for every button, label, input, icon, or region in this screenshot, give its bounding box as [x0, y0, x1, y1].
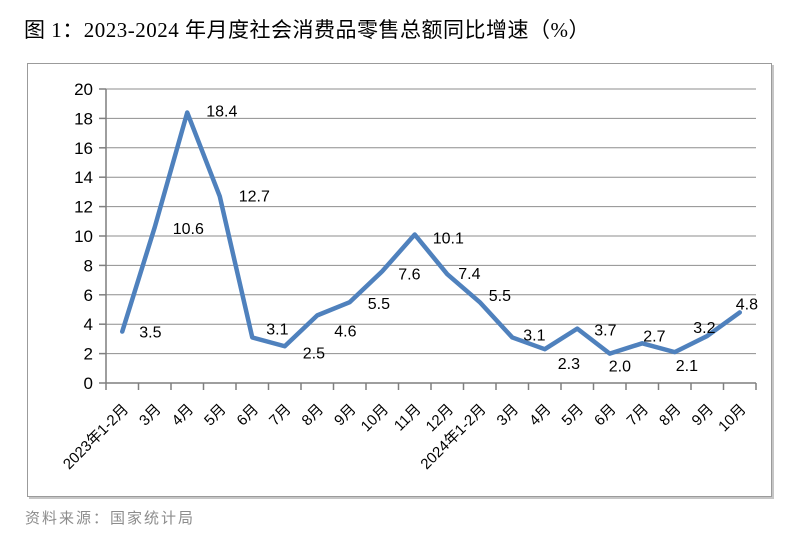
- data-point-label: 3.7: [594, 323, 616, 340]
- data-point-label: 3.5: [139, 325, 161, 342]
- data-point-label: 7.4: [458, 266, 480, 283]
- data-point-label: 10.6: [173, 221, 204, 238]
- y-axis-tick-label: 4: [84, 315, 93, 334]
- y-axis-tick-label: 16: [74, 139, 93, 158]
- data-point-label: 10.1: [433, 231, 464, 248]
- y-axis-tick-label: 2: [84, 345, 93, 364]
- chart-frame: 0 2 4 6 8 10 12 14 16 18 20 2023年1-2月 3月 4月 5月 6月 7月 8月 9月…: [27, 63, 772, 497]
- data-point-label: 4.8: [736, 296, 758, 313]
- y-axis-tick-label: 18: [74, 109, 93, 128]
- x-axis-tick-label: 4月: [169, 401, 198, 430]
- data-point-label: 4.6: [334, 323, 356, 340]
- x-axis-tick-label: 11月: [391, 401, 425, 435]
- y-axis-tick-label: 14: [74, 168, 93, 187]
- y-axis-tick-label: 6: [84, 286, 93, 305]
- data-point-label: 3.2: [693, 320, 715, 337]
- data-point-label: 2.5: [303, 345, 325, 362]
- x-axis-tick-label: 7月: [266, 401, 295, 430]
- x-axis-tick-label: 7月: [624, 401, 653, 430]
- x-axis-tick-label: 9月: [689, 401, 718, 430]
- y-axis-tick-label: 20: [74, 80, 93, 99]
- data-point-label: 3.1: [523, 327, 545, 344]
- x-axis-tick-label: 8月: [299, 401, 328, 430]
- source-note: 资料来源：国家统计局: [25, 511, 196, 527]
- y-axis-tick-label: 10: [74, 227, 93, 246]
- y-axis-tick-label: 0: [84, 374, 93, 393]
- data-point-label: 12.7: [239, 188, 270, 205]
- x-axis-tick-label: 3月: [136, 401, 165, 430]
- x-axis-tick-label: 10月: [358, 401, 392, 435]
- data-point-label: 5.5: [368, 296, 390, 313]
- x-axis-tick-label: 8月: [656, 401, 685, 430]
- data-point-label: 2.0: [609, 359, 631, 376]
- data-point-label: 2.7: [643, 328, 665, 345]
- x-axis-tick-label: 3月: [494, 401, 523, 430]
- x-axis-tick-label: 5月: [559, 401, 588, 430]
- y-axis-tick-label: 8: [84, 256, 93, 275]
- x-axis-tick-label: 10月: [715, 401, 749, 435]
- data-point-label: 7.6: [398, 266, 420, 283]
- x-axis-tick-label: 6月: [234, 401, 263, 430]
- y-axis-tick-label: 12: [74, 198, 93, 217]
- data-point-label: 5.5: [489, 288, 511, 305]
- x-axis-tick-label: 6月: [591, 401, 620, 430]
- data-point-label: 18.4: [206, 104, 237, 121]
- data-line: [120, 110, 742, 356]
- x-axis-tick-label: 2023年1-2月: [60, 401, 132, 473]
- data-point-label: 2.1: [676, 358, 698, 375]
- figure-title: 图 1：2023-2024 年月度社会消费品零售总额同比增速（%）: [24, 18, 590, 42]
- x-axis-tick-label: 5月: [201, 401, 230, 430]
- data-point-label: 2.3: [558, 356, 580, 373]
- data-point-label: 3.1: [266, 321, 288, 338]
- x-axis-tick-label: 4月: [526, 401, 555, 430]
- x-axis-tick-label: 9月: [331, 401, 360, 430]
